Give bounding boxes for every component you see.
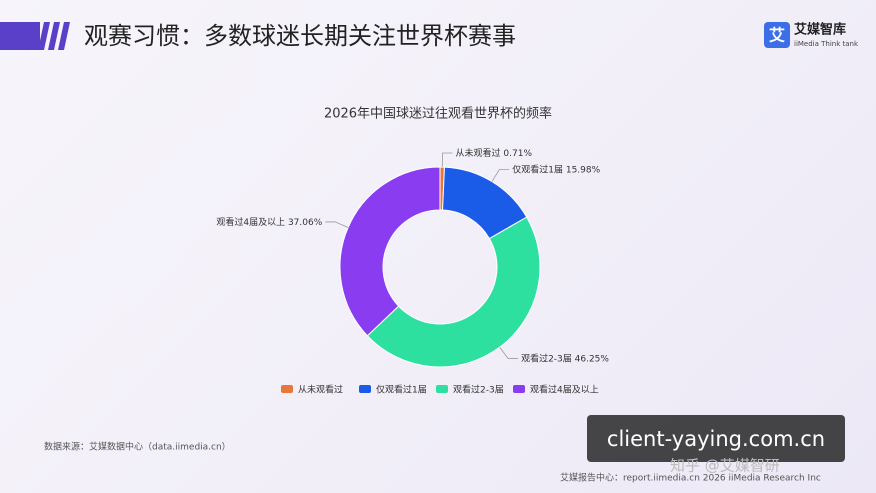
leader-line — [499, 346, 519, 359]
data-label-category: 观看过4届及以上 — [216, 215, 285, 227]
data-label: 观看过4届及以上 37.06% — [216, 215, 322, 227]
leader-line — [491, 169, 510, 182]
data-label-value: 15.98% — [566, 165, 601, 175]
data-label: 仅观看过1届 15.98% — [512, 163, 600, 175]
slide-title: 观赛习惯：多数球迷长期关注世界杯赛事 — [84, 22, 516, 50]
slice — [339, 166, 441, 337]
data-label-category: 从未观看过 — [456, 147, 501, 159]
logo-icon — [764, 22, 790, 48]
watermark-site: client-yaying.com.cn — [607, 427, 825, 451]
footer: 艾媒报告中心：report.iimedia.cn 2026 iiMedia Re… — [560, 472, 821, 484]
legend-label: 从未观看过 — [298, 384, 343, 396]
legend-label: 仅观看过1届 — [376, 384, 427, 396]
legend-swatch — [436, 385, 448, 393]
watermark-box — [587, 415, 845, 462]
data-label-category: 仅观看过1届 — [512, 163, 563, 175]
source: 数据来源：艾媒数据中心（data.iimedia.cn） — [44, 441, 231, 453]
data-label: 观看过2-3届 46.25% — [521, 352, 609, 364]
data-label-category: 观看过2-3届 — [521, 352, 572, 364]
data-label-value: 46.25% — [575, 354, 610, 364]
logo-sub: iiMedia Think tank — [794, 40, 859, 48]
legend-swatch — [359, 385, 371, 393]
legend-swatch — [513, 385, 525, 393]
leader-line — [325, 221, 349, 228]
logo-glyph: 艾 — [769, 26, 785, 45]
slice — [366, 216, 541, 368]
data-label-value: 0.71% — [503, 149, 532, 159]
watermark-author: 知乎 @艾媒智研 — [670, 457, 780, 475]
logo-text: 艾媒智库 — [794, 22, 846, 38]
legend-label: 观看过2-3届 — [453, 384, 504, 396]
header-stripes — [0, 22, 70, 50]
legend-swatch — [281, 385, 293, 393]
data-label: 从未观看过 0.71% — [456, 147, 533, 159]
legend-label: 观看过4届及以上 — [530, 384, 599, 396]
chart-title: 2026年中国球迷过往观看世界杯的频率 — [324, 106, 552, 122]
leader-line — [441, 152, 453, 168]
data-label-value: 37.06% — [288, 217, 323, 227]
